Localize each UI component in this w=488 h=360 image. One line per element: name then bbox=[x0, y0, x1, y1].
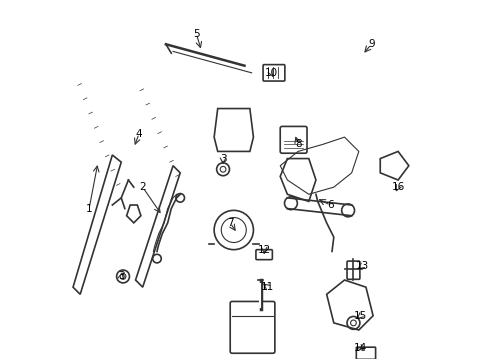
Text: 5: 5 bbox=[193, 28, 199, 39]
Text: 7: 7 bbox=[226, 218, 233, 228]
Text: 9: 9 bbox=[367, 39, 374, 49]
Text: 10: 10 bbox=[264, 68, 277, 78]
Text: 14: 14 bbox=[353, 343, 366, 353]
Text: 12: 12 bbox=[257, 245, 270, 255]
Text: 15: 15 bbox=[353, 311, 366, 321]
Text: 16: 16 bbox=[391, 182, 404, 192]
Text: 2: 2 bbox=[139, 182, 146, 192]
Text: 13: 13 bbox=[355, 261, 368, 271]
Text: 11: 11 bbox=[261, 282, 274, 292]
Text: 1: 1 bbox=[85, 203, 92, 213]
Text: 3: 3 bbox=[219, 154, 226, 163]
Text: 3: 3 bbox=[118, 271, 124, 282]
Text: 6: 6 bbox=[326, 200, 333, 210]
Text: 4: 4 bbox=[136, 129, 142, 139]
Text: 8: 8 bbox=[294, 139, 301, 149]
